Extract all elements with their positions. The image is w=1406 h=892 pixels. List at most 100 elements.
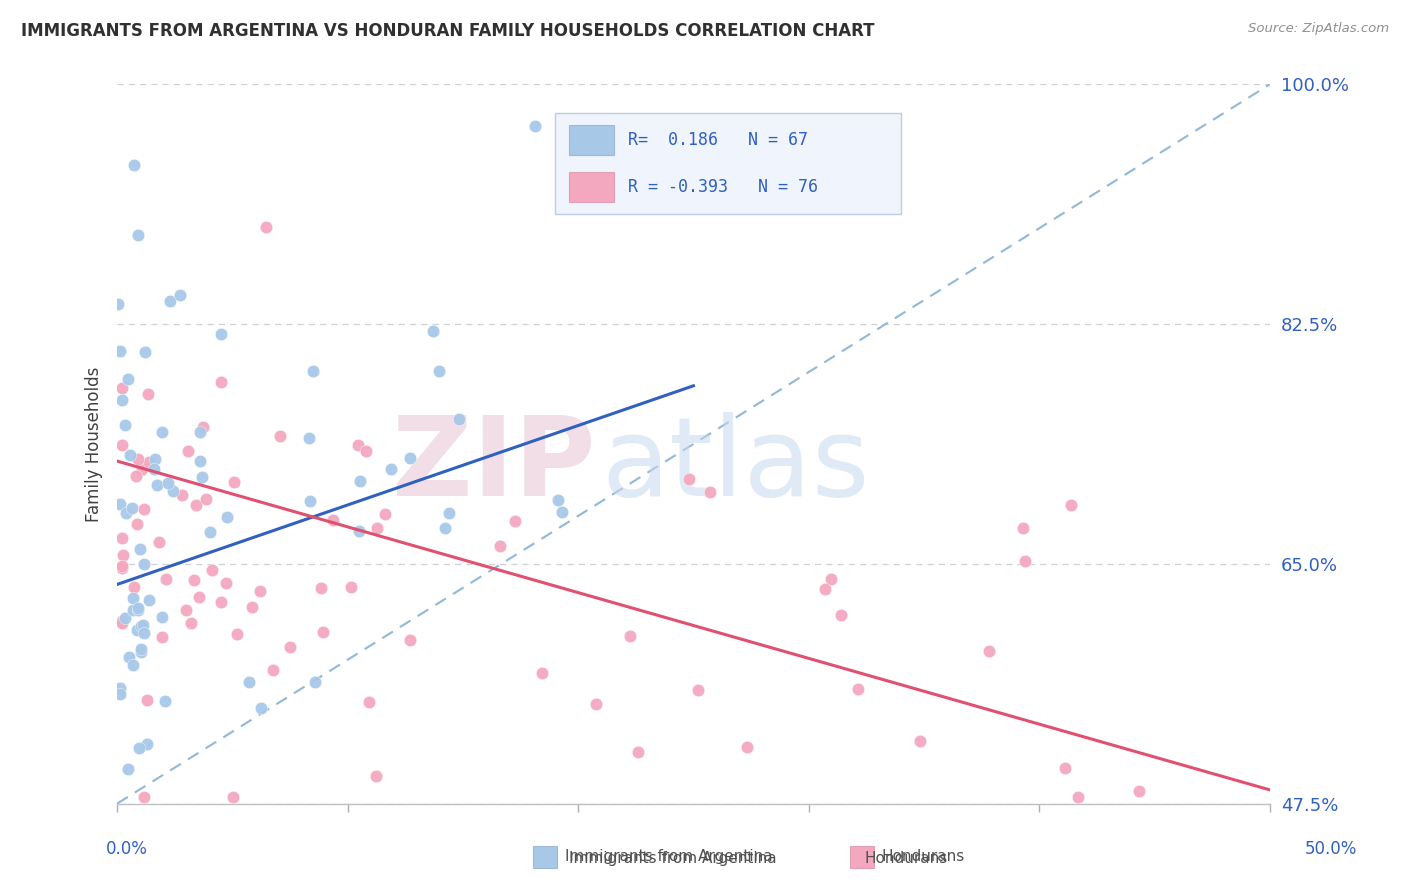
Point <box>135 737 157 751</box>
Point <box>172 488 194 502</box>
Point <box>132 626 155 640</box>
Point <box>122 658 145 673</box>
Point <box>270 429 292 443</box>
Point <box>524 119 547 133</box>
Point <box>209 327 232 342</box>
Point <box>240 600 263 615</box>
Point <box>1067 789 1090 804</box>
Point <box>262 663 284 677</box>
Point <box>111 548 134 562</box>
Point <box>224 475 246 489</box>
Point <box>135 693 157 707</box>
Point <box>201 563 224 577</box>
Point <box>117 371 139 385</box>
Point <box>122 591 145 605</box>
Point <box>254 220 277 235</box>
Point <box>188 590 211 604</box>
Point <box>194 491 217 506</box>
Point <box>129 642 152 657</box>
Point <box>349 474 371 488</box>
Point <box>547 493 569 508</box>
Point <box>1128 784 1150 798</box>
Point <box>107 297 129 311</box>
Point <box>198 524 221 539</box>
Point <box>380 461 402 475</box>
Point <box>184 498 207 512</box>
Point <box>209 595 232 609</box>
Point <box>346 438 368 452</box>
Point <box>108 681 131 695</box>
Point <box>145 477 167 491</box>
Point <box>138 455 160 469</box>
Point <box>127 601 149 615</box>
Point <box>1059 498 1081 512</box>
Point <box>156 475 179 490</box>
Point <box>127 452 149 467</box>
Point <box>127 227 149 242</box>
Point <box>128 741 150 756</box>
Point <box>128 541 150 556</box>
Point <box>217 510 239 524</box>
Point <box>814 582 837 596</box>
Point <box>1012 521 1035 535</box>
Point <box>820 572 842 586</box>
Point <box>111 615 134 630</box>
Point <box>298 494 321 508</box>
Point <box>1053 761 1076 775</box>
Text: Immigrants from Argentina: Immigrants from Argentina <box>565 849 772 863</box>
Point <box>249 583 271 598</box>
Point <box>159 294 181 309</box>
Point <box>122 603 145 617</box>
Point <box>111 561 134 575</box>
Point <box>118 650 141 665</box>
Point <box>489 540 512 554</box>
Point <box>121 500 143 515</box>
Point <box>155 572 177 586</box>
Point <box>117 762 139 776</box>
Point <box>312 624 335 639</box>
Point <box>143 462 166 476</box>
Text: 0.0%: 0.0% <box>105 840 148 858</box>
Point <box>134 345 156 359</box>
Point <box>309 582 332 596</box>
Point <box>439 506 461 520</box>
Point <box>108 687 131 701</box>
Point <box>188 425 211 439</box>
Point <box>145 452 167 467</box>
Point <box>349 524 371 538</box>
Point <box>238 674 260 689</box>
Text: Hondurans: Hondurans <box>882 849 965 863</box>
Point <box>134 502 156 516</box>
Point <box>150 610 173 624</box>
Point <box>209 376 232 390</box>
Point <box>304 675 326 690</box>
Point <box>357 695 380 709</box>
Point <box>111 381 134 395</box>
Point <box>585 698 607 712</box>
Point <box>122 580 145 594</box>
Point <box>427 364 450 378</box>
Point <box>129 645 152 659</box>
Point <box>120 448 142 462</box>
Point <box>830 607 852 622</box>
Point <box>908 734 931 748</box>
Point <box>138 593 160 607</box>
Text: 50.0%: 50.0% <box>1305 840 1357 858</box>
Point <box>122 158 145 172</box>
Point <box>129 618 152 632</box>
Point <box>191 470 214 484</box>
Point <box>399 450 422 465</box>
Point <box>619 629 641 643</box>
Point <box>551 506 574 520</box>
Point <box>449 412 471 426</box>
Point <box>111 438 134 452</box>
Point <box>250 700 273 714</box>
Text: ZIP: ZIP <box>392 412 596 519</box>
Point <box>215 575 238 590</box>
Point <box>735 739 758 754</box>
Point <box>132 618 155 632</box>
Point <box>298 431 321 445</box>
Bar <box>849 846 873 869</box>
Point <box>366 521 388 535</box>
Point <box>162 484 184 499</box>
